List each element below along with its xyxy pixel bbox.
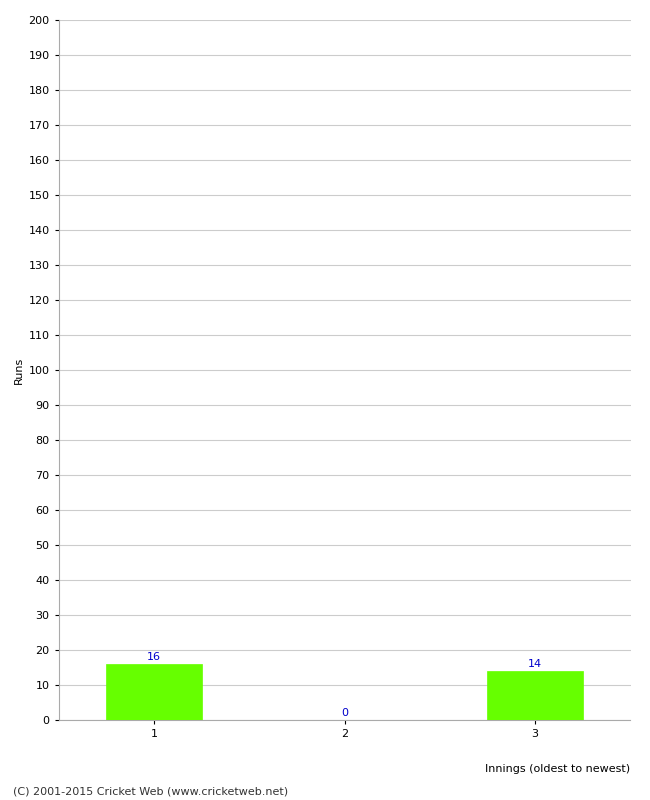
Text: (C) 2001-2015 Cricket Web (www.cricketweb.net): (C) 2001-2015 Cricket Web (www.cricketwe… bbox=[13, 786, 288, 796]
Text: 14: 14 bbox=[528, 659, 542, 670]
Bar bbox=[106, 664, 202, 720]
Text: Innings (oldest to newest): Innings (oldest to newest) bbox=[486, 764, 630, 774]
Text: 16: 16 bbox=[147, 652, 161, 662]
Text: 0: 0 bbox=[341, 708, 348, 718]
Y-axis label: Runs: Runs bbox=[14, 356, 24, 384]
Bar bbox=[488, 671, 583, 720]
